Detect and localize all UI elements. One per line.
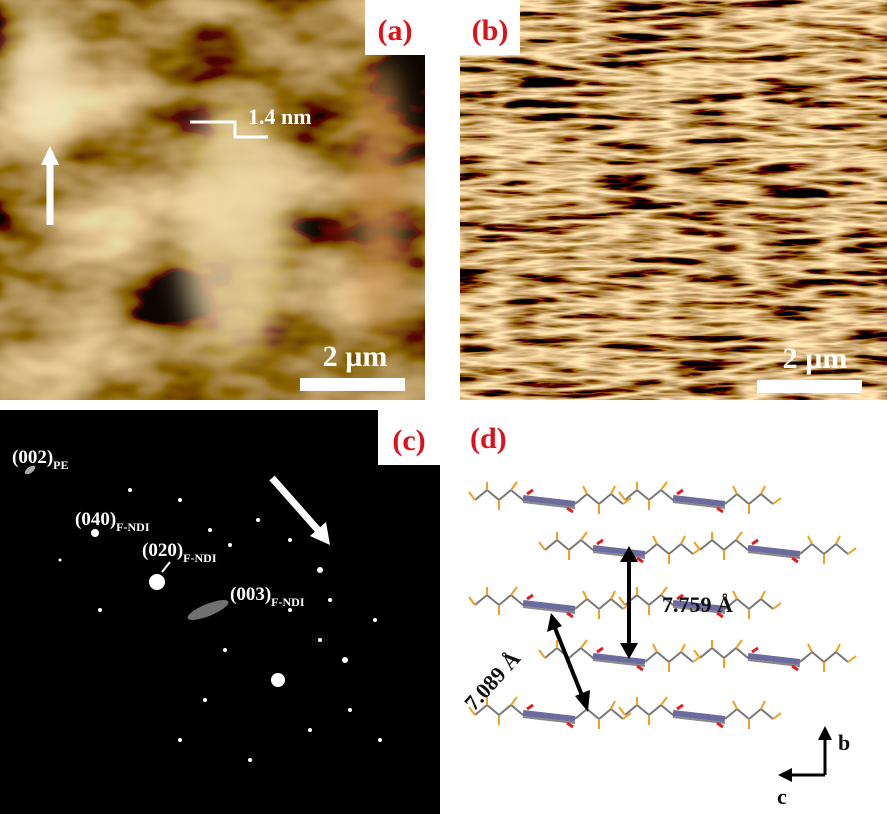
distance-arrows [553,560,631,699]
panel-label: (a) [378,14,413,47]
panel-b: (b) 2 µm [460,0,887,400]
scale-text: 2 µm [323,340,388,373]
scale-text: 2 µm [783,342,848,375]
axis-label: c [777,784,787,809]
panel-label: (d) [470,422,507,455]
reflection-label: (002)PE [12,447,69,472]
diffraction-spots [58,488,382,762]
distance-label: 7.089 Å [459,646,525,715]
reflection-label: (003)F-NDI [230,584,305,609]
reflection-label: (020)F-NDI [142,540,217,565]
arrow-head [310,522,330,545]
axis-label: b [838,730,850,755]
panel-a: (a) 1.4 nm 2 µm [0,0,425,400]
panel-label: (c) [392,424,425,457]
panel-c: (c) (002)PE (040)F-NDI (020)F-NDI (003)F… [0,410,440,814]
step-marker [190,120,268,139]
arrow [269,475,321,533]
panel-d: (d) 7.759 Å 7.089 Å b c [459,422,856,809]
step-height: 1.4 nm [248,104,312,129]
distance-label: 7.759 Å [662,592,733,617]
panel-label: (b) [472,14,509,47]
scale-bar [757,380,862,393]
arrow-head [41,146,59,165]
scale-bar [300,378,405,391]
reflection-label: (040)F-NDI [75,509,150,534]
